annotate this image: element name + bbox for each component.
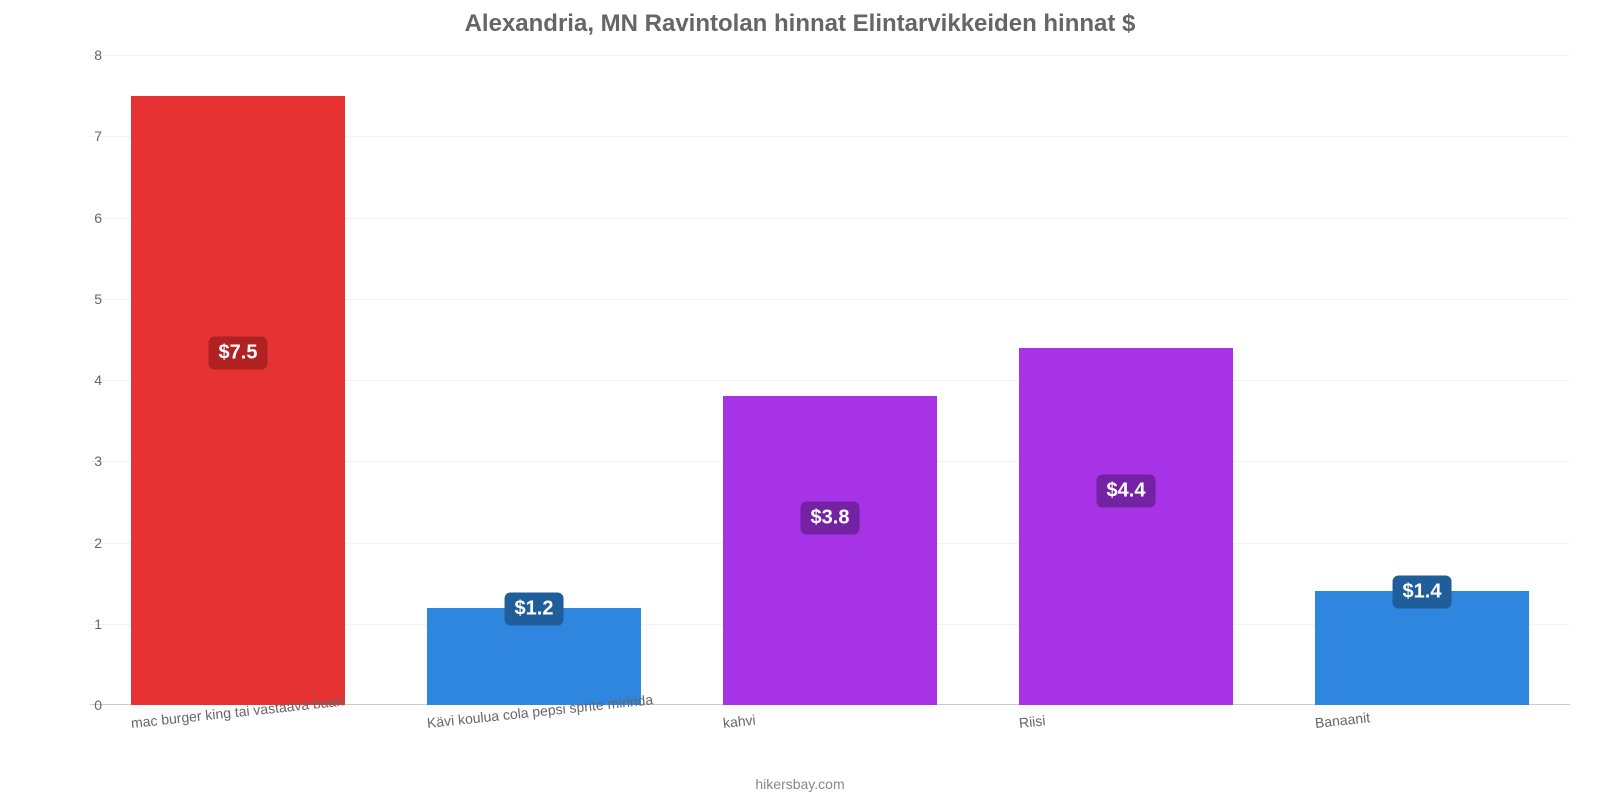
y-tick-label: 7 (62, 128, 102, 144)
y-tick-label: 8 (62, 47, 102, 63)
x-category-label: kahvi (723, 712, 757, 731)
bar-value-label: $3.8 (801, 502, 860, 535)
bar (1019, 348, 1232, 706)
x-category-label: Banaanit (1315, 709, 1372, 731)
bar-value-label: $7.5 (209, 336, 268, 369)
bar (131, 96, 344, 705)
chart-title: Alexandria, MN Ravintolan hinnat Elintar… (0, 10, 1600, 38)
bar-value-label: $1.4 (1393, 576, 1452, 609)
chart-footer: hikersbay.com (0, 776, 1600, 792)
bar-value-label: $4.4 (1097, 475, 1156, 508)
y-tick-label: 0 (62, 697, 102, 713)
x-category-label: Riisi (1019, 712, 1047, 731)
plot-area: $7.5 $1.2 $3.8 $4.4 $1.4 (90, 55, 1570, 705)
y-tick-label: 1 (62, 616, 102, 632)
price-bar-chart: Alexandria, MN Ravintolan hinnat Elintar… (0, 0, 1600, 800)
bar-value-label: $1.2 (505, 592, 564, 625)
y-tick-label: 5 (62, 291, 102, 307)
y-tick-label: 3 (62, 453, 102, 469)
y-tick-label: 6 (62, 210, 102, 226)
y-tick-label: 2 (62, 535, 102, 551)
y-tick-label: 4 (62, 372, 102, 388)
bar (723, 396, 936, 705)
gridline (90, 55, 1570, 56)
